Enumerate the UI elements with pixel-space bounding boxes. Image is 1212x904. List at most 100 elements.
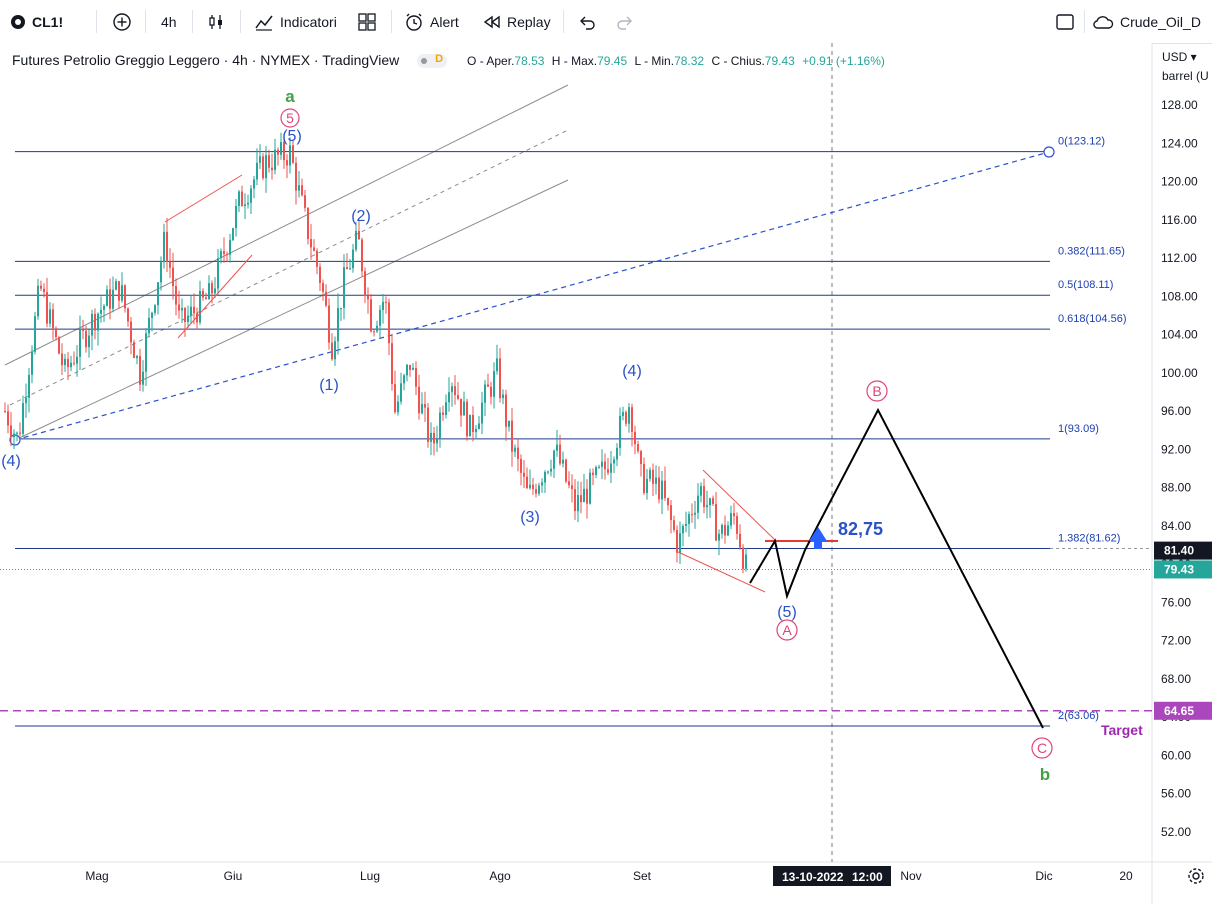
candle-body — [61, 353, 63, 366]
alert-button[interactable]: Alert — [404, 0, 459, 43]
candle-body — [679, 533, 681, 553]
target-label: Target — [1101, 722, 1143, 738]
candle-body — [481, 402, 483, 424]
candle-body — [232, 228, 234, 241]
candle-body — [562, 459, 564, 464]
candle-body — [529, 484, 531, 489]
price-tick-label: 92.00 — [1161, 442, 1191, 456]
candle-body — [511, 420, 513, 452]
wedge-upper-line[interactable] — [164, 174, 243, 223]
candle-body — [13, 433, 15, 438]
candle-body — [622, 412, 624, 416]
candle-body — [214, 288, 216, 294]
fib-level-label: 0.382(111.65) — [1058, 245, 1125, 257]
replay-button[interactable]: Replay — [483, 0, 551, 43]
symbol-search[interactable]: CL1! — [10, 0, 63, 43]
candle-body — [238, 191, 240, 206]
time-tick-label: Dic — [1035, 869, 1052, 883]
candle-body — [460, 398, 462, 416]
compare-button[interactable] — [112, 0, 132, 43]
chart-canvas[interactable]: 128.00 124.00 120.00 116.00 112.00 108.00 104.… — [0, 43, 1212, 904]
visibility-toggle[interactable]: D — [417, 53, 448, 69]
candle-body — [514, 447, 516, 452]
candle-body — [469, 414, 471, 437]
indicators-icon — [255, 15, 273, 31]
candle-body — [595, 467, 597, 475]
candle-body — [217, 258, 219, 289]
candle-body — [64, 358, 66, 366]
fib-trend-line[interactable] — [14, 151, 1050, 441]
candle-body — [19, 432, 21, 434]
templates-button[interactable] — [358, 0, 376, 43]
candle-body — [307, 207, 309, 240]
candle-body — [532, 484, 534, 490]
open-label: O - Aper. — [467, 54, 515, 68]
replay-label: Replay — [507, 13, 551, 30]
projection-path[interactable] — [749, 407, 1044, 729]
rewind-icon — [483, 15, 500, 28]
falling-wedge-upper-line[interactable] — [702, 469, 776, 541]
candle-body — [49, 309, 51, 324]
unit-label: barrel (U — [1162, 69, 1209, 83]
candle-body — [91, 313, 93, 336]
wave-label-a: a — [285, 87, 295, 106]
redo-button[interactable] — [616, 0, 634, 43]
price-tick-label: 120.00 — [1161, 175, 1198, 189]
indicators-label: Indicatori — [280, 13, 337, 30]
currency-label: USD — [1162, 50, 1188, 64]
candle-body — [493, 371, 495, 397]
undo-button[interactable] — [578, 0, 596, 43]
candle-body — [613, 459, 615, 464]
candle-body — [364, 271, 366, 296]
candle-body — [508, 420, 510, 427]
candle-body — [583, 488, 585, 503]
wave-circle-marker — [776, 619, 798, 641]
divider — [391, 10, 392, 33]
candle-body — [67, 358, 69, 368]
candle-body — [10, 425, 12, 438]
candle-body — [703, 486, 705, 508]
alarm-clock-icon — [406, 13, 422, 31]
interval-button[interactable]: 4h — [161, 0, 177, 43]
candle-body — [517, 447, 519, 459]
candle-body — [352, 249, 354, 269]
candle-body — [22, 403, 24, 434]
layout-save-button[interactable]: Crude_Oil_D — [1092, 0, 1201, 43]
chart-type-button[interactable] — [206, 0, 226, 43]
wave-label-2: (2) — [351, 208, 371, 225]
candle-body — [625, 412, 627, 424]
wave-circle-marker — [1031, 737, 1053, 759]
currency-selector[interactable]: USD ▾ — [1162, 50, 1197, 64]
candle-body — [433, 432, 435, 444]
candle-body — [28, 374, 30, 398]
wedge-lower-line[interactable] — [177, 254, 253, 339]
candle-body — [268, 155, 270, 168]
price-tag-label: 79.43 — [1164, 562, 1194, 576]
candle-body — [730, 513, 732, 526]
fib-anchor-handle[interactable] — [1043, 146, 1055, 158]
fullscreen-button[interactable] — [1055, 0, 1075, 43]
candle-body — [25, 397, 27, 404]
candle-body — [451, 386, 453, 393]
candle-body — [358, 231, 360, 240]
candle-body — [643, 463, 645, 494]
indicators-button[interactable]: Indicatori — [254, 0, 337, 43]
candle-body — [265, 155, 267, 179]
gear-icon — [1188, 868, 1204, 884]
channel-lower-line[interactable] — [14, 179, 569, 441]
settings-button[interactable] — [1186, 866, 1206, 891]
candle-body — [667, 498, 669, 506]
candle-body — [658, 477, 660, 500]
cloud-icon — [1093, 15, 1114, 29]
candle-body — [628, 407, 630, 424]
plot-area[interactable] — [0, 43, 1152, 862]
candle-body — [4, 411, 6, 412]
wave-label-A: A — [782, 622, 792, 638]
square-icon — [1056, 13, 1074, 30]
price-tick-label: 56.00 — [1161, 787, 1191, 801]
candle-body — [727, 525, 729, 536]
candle-body — [388, 302, 390, 344]
candle-body — [526, 476, 528, 489]
falling-wedge-lower-line[interactable] — [677, 551, 766, 593]
candle-body — [475, 429, 477, 433]
